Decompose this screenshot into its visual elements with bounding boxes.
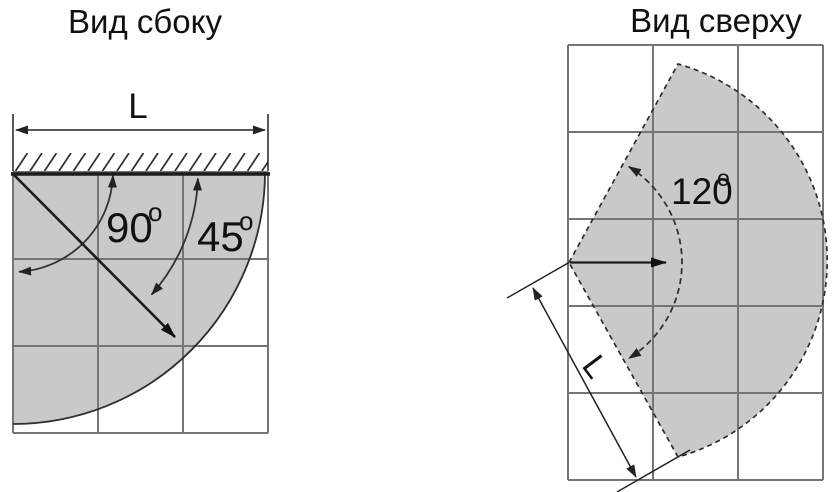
angle-arc-120 xyxy=(628,165,683,360)
angle-label-120: 120 xyxy=(671,171,733,212)
dimension-extension-line-top-lower xyxy=(616,449,691,492)
top-view-title: Вид сверху xyxy=(630,2,802,39)
beam-axis-arrow-side xyxy=(13,174,176,338)
angle-label-90: 90 xyxy=(106,204,153,251)
angle-label-45-degree-sign: o xyxy=(239,206,253,236)
side-view: Вид сбоку L 90 o 45 o xyxy=(11,3,270,434)
angle-label-45: 45 xyxy=(197,213,244,260)
angle-label-90-degree-sign: o xyxy=(148,197,162,227)
length-label-side: L xyxy=(128,87,147,126)
dimension-extension-lines-side xyxy=(12,114,269,171)
top-view: Вид сверху 120 o L xyxy=(506,2,828,492)
dimension-extension-line-top-upper xyxy=(506,261,570,299)
length-dimension-arrow-top xyxy=(532,287,637,478)
side-view-title: Вид сбоку xyxy=(68,3,222,40)
coverage-outline-top xyxy=(568,62,828,458)
angle-label-120-degree-sign: o xyxy=(717,165,730,191)
ceiling-hatch xyxy=(13,153,268,172)
coverage-area-top xyxy=(569,64,828,457)
angle-arc-90 xyxy=(18,174,117,276)
angle-arc-45 xyxy=(150,177,202,296)
length-label-top: L xyxy=(575,348,616,385)
coverage-arc-side xyxy=(12,171,266,425)
